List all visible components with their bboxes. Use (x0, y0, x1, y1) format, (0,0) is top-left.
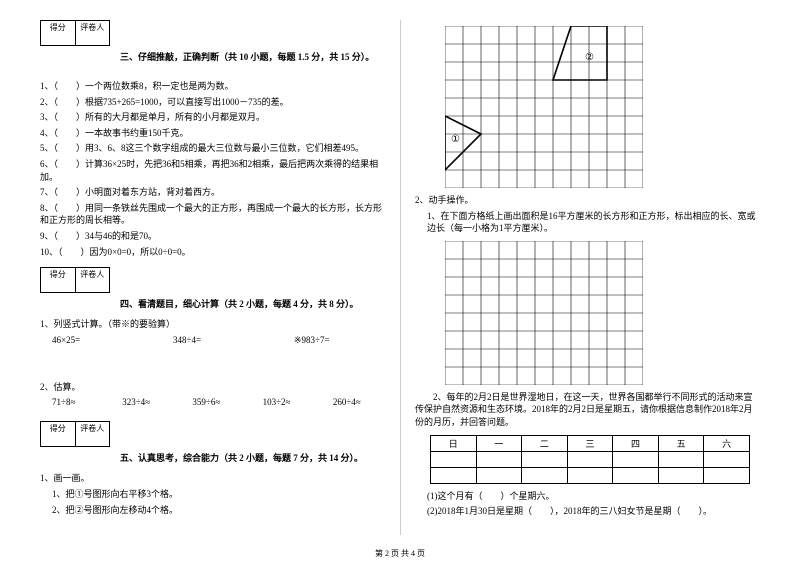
grader-label: 评卷人 (76, 268, 110, 292)
score-box-3: 得分 评卷人 (40, 20, 110, 46)
est-item: 359÷6≈ (192, 397, 244, 407)
grid-shapes: {} ② ① (445, 26, 760, 188)
s4-q2-row: 71÷8≈ 323÷4≈ 359÷6≈ 103÷2≈ 260÷4≈ (52, 397, 385, 407)
s4-q1-row: 46×25= 348÷4= ※983÷7= (52, 335, 385, 346)
score-box-5: 得分 评卷人 (40, 421, 110, 447)
shape-2 (553, 26, 607, 80)
score-label: 得分 (41, 422, 76, 446)
est-item: 323÷4≈ (122, 397, 174, 407)
cal-head: 一 (476, 435, 522, 451)
r-q2-2: 2、每年的2月2日是世界湿地日，在这一天，世界各国都举行不同形式的活动来宣传保护… (415, 391, 760, 429)
grader-label: 评卷人 (76, 21, 110, 45)
r-q2-2b: (2)2018年1月30日是星期（ ），2018年的三八妇女节是星期（ ）。 (427, 505, 760, 518)
cal-head: 五 (658, 435, 704, 451)
r-q2-label: 2、动手操作。 (415, 194, 760, 207)
s3-item: 10、（ ）因为0×0=0，所以0÷0=0。 (40, 246, 385, 259)
s3-item: 5、（ ）用3、6、8这三个数字组成的最大三位数与最小三位数，它们相差495。 (40, 142, 385, 155)
s4-q2-label: 2、估算。 (40, 381, 385, 394)
est-item: 103÷2≈ (263, 397, 315, 407)
s3-item: 4、（ ）一本故事书约重150千克。 (40, 127, 385, 140)
cal-head: 二 (522, 435, 568, 451)
page-footer: 第 2 页 共 4 页 (0, 548, 800, 559)
score-box-4: 得分 评卷人 (40, 267, 110, 293)
cal-head: 三 (567, 435, 613, 451)
s5-q1-sub1: 1、把①号图形向右平移3个格。 (52, 488, 385, 501)
s3-item: 6、（ ）计算36×25时，先把36和5相乘，再把36和2相乘，最后把两次乘得的… (40, 158, 385, 183)
s5-q1-sub2: 2、把②号图形向左移动4个格。 (52, 504, 385, 517)
right-column: {} ② ① 2、动手操作。 1、在下面方格纸上画出面积是16平方厘米的长方形和… (415, 20, 760, 530)
shape-1-label: ① (451, 134, 460, 145)
calendar-table: 日 一 二 三 四 五 六 (430, 435, 750, 484)
shape-2-label: ② (585, 52, 594, 63)
s3-item: 2、（ ）根据735+265=1000，可以直接写出1000－735的差。 (40, 96, 385, 109)
s5-q1-label: 1、画一画。 (40, 472, 385, 485)
calc-item: 46×25= (52, 335, 143, 346)
score-label: 得分 (41, 21, 76, 45)
section5-title: 五、认真思考，综合能力（共 2 小题，每题 7 分，共 14 分）。 (120, 451, 385, 464)
cal-row (431, 451, 750, 467)
grader-label: 评卷人 (76, 422, 110, 446)
s3-item: 3、（ ）所有的大月都是单月，所有的小月都是双月。 (40, 111, 385, 124)
cal-row (431, 467, 750, 483)
cal-head: 日 (431, 435, 477, 451)
s3-item: 9、（ ）34与46的和是70。 (40, 230, 385, 243)
calc-item: 348÷4= (173, 335, 264, 346)
s4-q1-label: 1、列竖式计算。（带※的要验算） (40, 318, 385, 331)
r-q2-2a: (1)这个月有（ ）个星期六。 (427, 490, 760, 503)
est-item: 71÷8≈ (52, 397, 104, 407)
s3-item: 8、（ ）用同一条铁丝先围成一个最大的正方形，再围成一个最大的长方形，长方形和正… (40, 202, 385, 227)
calc-item: ※983÷7= (294, 335, 385, 346)
score-label: 得分 (41, 268, 76, 292)
est-item: 260÷4≈ (333, 397, 385, 407)
left-column: 得分 评卷人 三、仔细推敲，正确判断（共 10 小题，每题 1.5 分，共 15… (40, 20, 385, 530)
r-q2-sub1: 1、在下面方格纸上画出面积是16平方厘米的长方形和正方形，标出相应的长、宽或边长… (427, 210, 760, 235)
cal-head: 四 (613, 435, 659, 451)
cal-header-row: 日 一 二 三 四 五 六 (431, 435, 750, 451)
section4-title: 四、看清题目，细心计算（共 2 小题，每题 4 分，共 8 分）。 (120, 297, 385, 310)
s3-item: 7、（ ）小明面对着东方站，背对着西方。 (40, 186, 385, 199)
cal-head: 六 (704, 435, 750, 451)
section3-title: 三、仔细推敲，正确判断（共 10 小题，每题 1.5 分，共 15 分）。 (120, 50, 385, 63)
grid-blank (445, 241, 760, 385)
s3-item: 1、（ ）一个两位数乘8，积一定也是两为数。 (40, 80, 385, 93)
